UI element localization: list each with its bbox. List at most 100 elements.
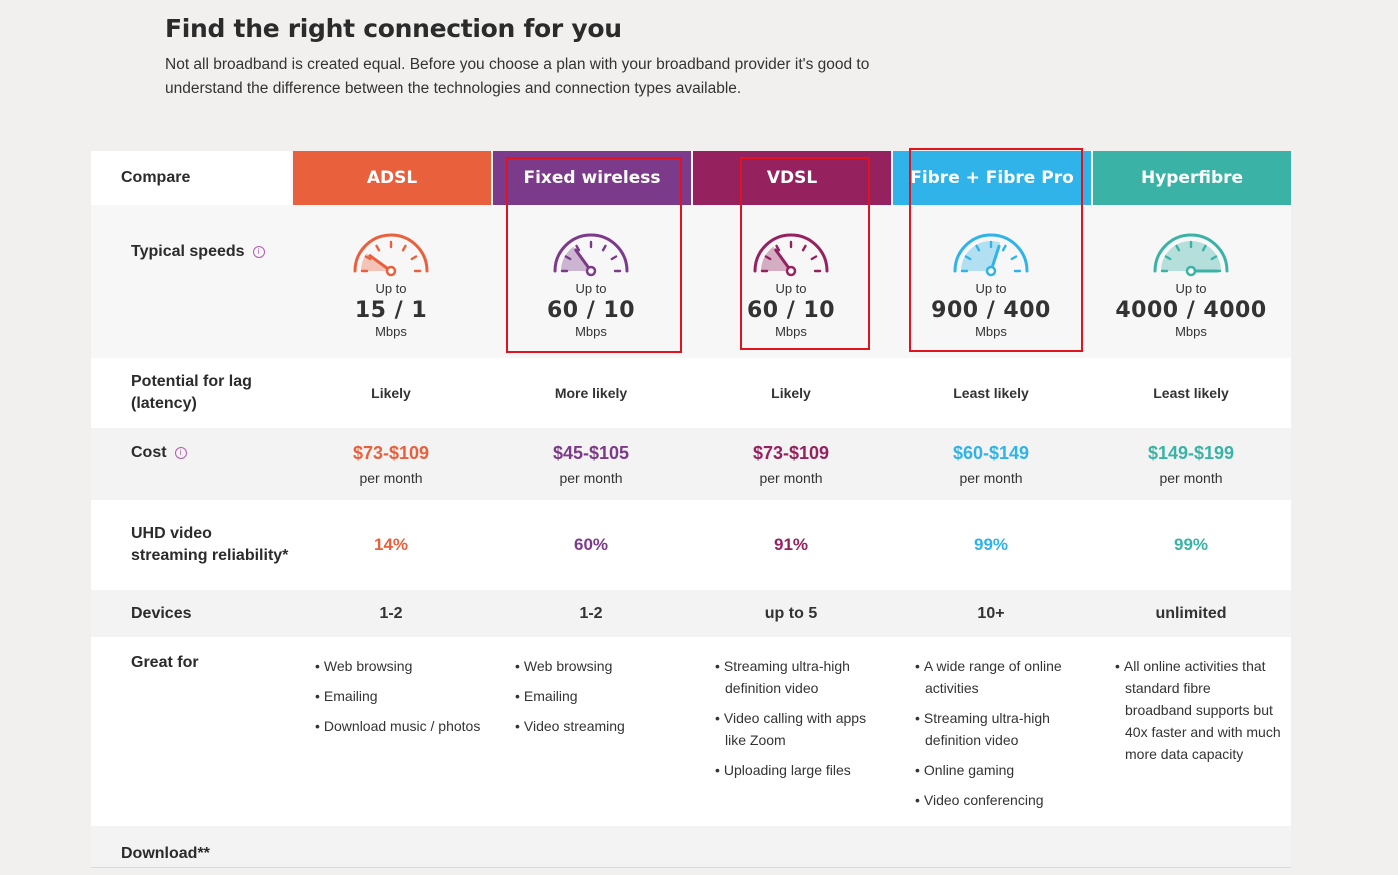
mbps-label: Mbps <box>1175 324 1207 339</box>
info-icon[interactable]: i <box>174 446 187 459</box>
great-for-cell: Web browsing Emailing Video streaming <box>491 637 691 826</box>
uhd-value: 60% <box>573 535 609 554</box>
great-for-item: Video conferencing <box>911 789 1081 811</box>
devices-row: Devices 1-2 1-2 up to 5 10+ unlimited <box>91 590 1291 637</box>
speed-cell: Up to 900 / 400 Mbps <box>891 205 1091 358</box>
great-for-item: Emailing <box>511 685 681 707</box>
header-row: Compare ADSL Fixed wireless VDSL Fibre +… <box>91 151 1291 205</box>
speed-cell: Up to 60 / 10 Mbps <box>691 205 891 358</box>
info-icon[interactable]: i <box>252 245 265 258</box>
latency-value: Least likely <box>1153 385 1229 401</box>
mbps-label: Mbps <box>775 324 807 339</box>
speed-cell: Up to 15 / 1 Mbps <box>291 205 491 358</box>
column-header-hyperfibre[interactable]: Hyperfibre <box>1091 151 1291 205</box>
comparison-table: Compare ADSL Fixed wireless VDSL Fibre +… <box>91 151 1291 869</box>
devices-value: 1-2 <box>379 604 403 622</box>
uhd-value: 14% <box>373 535 409 554</box>
cost-cell: $45-$105 per month <box>491 428 691 500</box>
per-month-label: per month <box>1159 470 1223 486</box>
up-to-label: Up to <box>975 281 1007 296</box>
great-for-cell: Web browsing Emailing Download music / pho… <box>291 637 491 826</box>
per-month-label: per month <box>759 470 823 486</box>
devices-label: Devices <box>131 604 192 622</box>
compare-label: Compare <box>91 151 291 205</box>
cost-value: $149-$199 <box>1147 443 1235 463</box>
great-for-list: Web browsing Emailing Download music / pho… <box>311 655 481 737</box>
cost-row: Cost i $73-$109 per month $45-$105 per mo… <box>91 428 1291 500</box>
typical-speeds-row: Typical speeds i Up to 15 / 1 Mbps Up to … <box>91 205 1291 358</box>
intro-section: Find the right connection for you Not al… <box>165 14 885 101</box>
devices-value: 1-2 <box>579 604 603 622</box>
cost-cell: $73-$109 per month <box>291 428 491 500</box>
download-row: Download** <box>91 826 1291 869</box>
speed-gauge-icon <box>1153 233 1229 277</box>
cost-value: $73-$109 <box>352 443 430 463</box>
latency-value: More likely <box>554 385 628 401</box>
highlight-box-fibre <box>909 148 1083 352</box>
great-for-item: Video streaming <box>511 715 681 737</box>
cost-cell: $73-$109 per month <box>691 428 891 500</box>
great-for-list: A wide range of online activities Streami… <box>911 655 1081 811</box>
speed-gauge-icon <box>353 233 429 277</box>
devices-value: unlimited <box>1155 604 1227 622</box>
latency-value: Likely <box>771 385 811 401</box>
uhd-label: UHD video streaming reliability* <box>131 525 289 564</box>
great-for-item: Uploading large files <box>711 759 881 781</box>
cost-value: $73-$109 <box>752 443 830 463</box>
great-for-label: Great for <box>131 654 199 671</box>
column-header-vdsl[interactable]: VDSL <box>691 151 891 205</box>
highlight-box-vdsl <box>740 157 870 350</box>
column-header-fibre[interactable]: Fibre + Fibre Pro <box>891 151 1091 205</box>
cost-cell: $60-$149 per month <box>891 428 1091 500</box>
great-for-list: Web browsing Emailing Video streaming <box>511 655 681 737</box>
speed-value: 60 / 10 <box>546 298 636 323</box>
great-for-item: Streaming ultra-high definition video <box>911 707 1081 751</box>
highlight-box-fixed-wireless <box>506 157 682 353</box>
speed-gauge-icon <box>953 233 1029 277</box>
latency-label: Potential for lag (latency) <box>131 373 252 412</box>
great-for-cell: A wide range of online activities Streami… <box>891 637 1091 826</box>
speed-value: 15 / 1 <box>354 298 428 323</box>
great-for-item: Online gaming <box>911 759 1081 781</box>
devices-value: up to 5 <box>764 604 818 622</box>
row-divider <box>91 867 1291 868</box>
great-for-cell: Streaming ultra-high definition video Vid… <box>691 637 891 826</box>
up-to-label: Up to <box>575 281 607 296</box>
speed-gauge-icon <box>753 233 829 277</box>
cost-cell: $149-$199 per month <box>1091 428 1291 500</box>
great-for-item: Web browsing <box>511 655 681 677</box>
column-header-adsl[interactable]: ADSL <box>291 151 491 205</box>
speed-value: 900 / 400 <box>931 298 1051 323</box>
cost-value: $60-$149 <box>952 443 1030 463</box>
great-for-list: Streaming ultra-high definition video Vid… <box>711 655 881 781</box>
great-for-cell: All online activities that standard fibr… <box>1091 637 1291 826</box>
speed-value: 4000 / 4000 <box>1115 298 1267 323</box>
latency-row: Potential for lag (latency) Likely More … <box>91 358 1291 428</box>
intro-text: Not all broadband is created equal. Befo… <box>165 56 870 97</box>
great-for-item: Video calling with apps like Zoom <box>711 707 881 751</box>
mbps-label: Mbps <box>375 324 407 339</box>
up-to-label: Up to <box>775 281 807 296</box>
great-for-list: All online activities that standard fibr… <box>1111 655 1281 765</box>
cost-value: $45-$105 <box>552 443 630 463</box>
uhd-value: 91% <box>773 535 809 554</box>
column-header-fixed-wireless[interactable]: Fixed wireless <box>491 151 691 205</box>
latency-value: Least likely <box>953 385 1029 401</box>
great-for-item: A wide range of online activities <box>911 655 1081 699</box>
mbps-label: Mbps <box>575 324 607 339</box>
uhd-row: UHD video streaming reliability* 14% 60%… <box>91 500 1291 590</box>
up-to-label: Up to <box>375 281 407 296</box>
mbps-label: Mbps <box>975 324 1007 339</box>
per-month-label: per month <box>959 470 1023 486</box>
great-for-row: Great for Web browsing Emailing Download m… <box>91 637 1291 826</box>
cost-text: Cost <box>131 444 167 461</box>
up-to-label: Up to <box>1175 281 1207 296</box>
great-for-item: Emailing <box>311 685 481 707</box>
latency-value: Likely <box>371 385 411 401</box>
typical-speeds-text: Typical speeds <box>131 243 245 260</box>
great-for-item: Streaming ultra-high definition video <box>711 655 881 699</box>
great-for-item: Download music / photos <box>311 715 481 737</box>
download-label: Download** <box>121 845 210 862</box>
great-for-item: Web browsing <box>311 655 481 677</box>
great-for-item: All online activities that standard fibr… <box>1111 655 1281 765</box>
